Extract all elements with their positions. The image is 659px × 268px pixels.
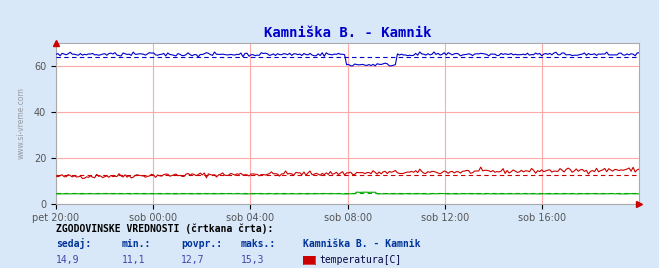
Text: povpr.:: povpr.:	[181, 239, 222, 249]
Title: Kamniška B. - Kamnik: Kamniška B. - Kamnik	[264, 26, 432, 40]
Text: sedaj:: sedaj:	[56, 238, 91, 249]
Text: maks.:: maks.:	[241, 239, 275, 249]
Text: ZGODOVINSKE VREDNOSTI (črtkana črta):: ZGODOVINSKE VREDNOSTI (črtkana črta):	[56, 223, 273, 234]
Text: min.:: min.:	[122, 239, 152, 249]
Text: 11,1: 11,1	[122, 255, 146, 265]
Text: 15,3: 15,3	[241, 255, 264, 265]
Text: Kamniška B. - Kamnik: Kamniška B. - Kamnik	[303, 239, 420, 249]
Text: www.si-vreme.com: www.si-vreme.com	[16, 87, 26, 159]
Text: 12,7: 12,7	[181, 255, 205, 265]
Text: temperatura[C]: temperatura[C]	[320, 255, 402, 265]
Text: 14,9: 14,9	[56, 255, 80, 265]
